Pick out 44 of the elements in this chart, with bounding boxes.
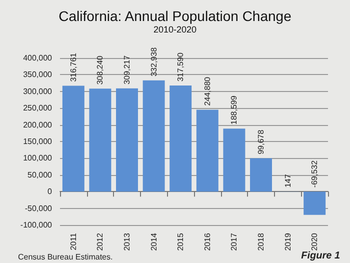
chart-subtitle: 2010-2020 — [153, 24, 197, 34]
bar — [116, 88, 138, 192]
bar — [196, 110, 218, 192]
y-tick-label: 350,000 — [23, 70, 53, 80]
y-tick-label: -50,000 — [24, 204, 53, 213]
data-label: 188,599 — [230, 95, 239, 125]
x-tick-label: 2019 — [283, 232, 292, 251]
data-label: 244,880 — [202, 76, 212, 106]
x-tick-label: 2016 — [202, 232, 212, 251]
data-label: 308,240 — [96, 55, 105, 85]
y-tick-label: 200,000 — [23, 120, 53, 130]
data-label: 309,217 — [122, 54, 132, 84]
data-label: 147 — [283, 174, 292, 188]
y-tick-label: 100,000 — [23, 154, 53, 163]
y-tick-label: 150,000 — [23, 137, 53, 146]
x-tick-label: 2017 — [230, 232, 239, 251]
bar — [304, 192, 326, 215]
bar — [62, 86, 84, 192]
x-tick-label: 2014 — [149, 232, 158, 251]
caption: Figure 1 — [301, 250, 340, 262]
y-tick-label: -100,000 — [20, 220, 53, 230]
x-tick-label: 2015 — [176, 232, 186, 251]
text: Census Bureau Estimates. — [18, 252, 113, 262]
data-label: 316,761 — [68, 52, 78, 82]
bar — [170, 86, 192, 192]
bar — [142, 80, 165, 192]
bar — [89, 88, 112, 192]
chart-title: California: Annual Population Change — [58, 8, 292, 24]
data-label: 317,590 — [176, 52, 186, 82]
y-tick-label: 400,000 — [23, 54, 53, 62]
x-tick-label: 2018 — [256, 232, 266, 251]
data-label: -69,532 — [310, 160, 320, 188]
x-tick-label: 2012 — [96, 232, 105, 251]
bar — [250, 158, 272, 192]
data-label: 99,678 — [256, 129, 266, 154]
bar — [223, 128, 246, 192]
y-tick-label: 50,000 — [28, 170, 53, 180]
y-tick-label: 300,000 — [23, 86, 53, 96]
data-label: 332,938 — [149, 46, 158, 76]
x-tick-label: 2020 — [310, 232, 320, 251]
y-tick-label: 250,000 — [23, 104, 53, 113]
x-tick-label: 2011 — [68, 232, 78, 250]
y-tick-label: 0 — [48, 187, 53, 196]
x-tick-label: 2013 — [122, 232, 132, 251]
